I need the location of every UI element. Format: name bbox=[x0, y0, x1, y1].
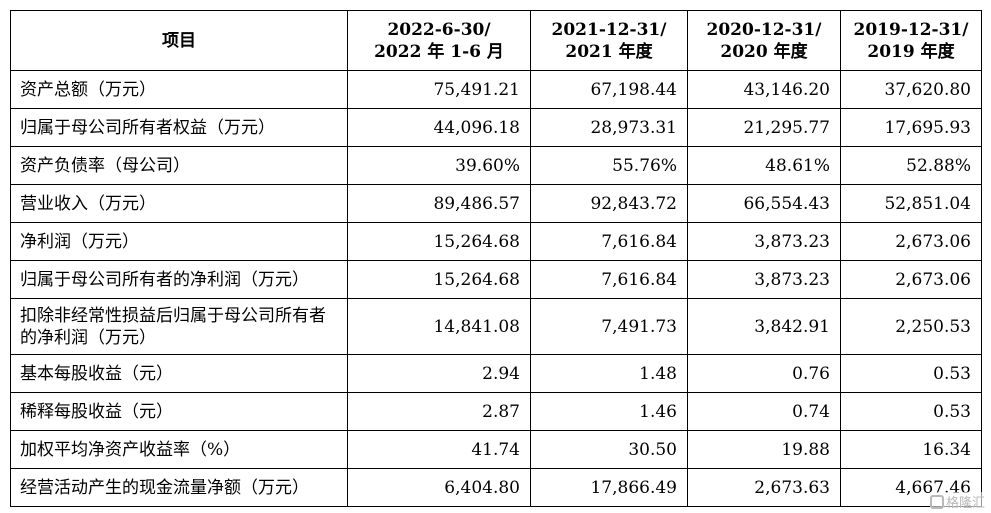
cell-value: 0.76 bbox=[687, 354, 841, 393]
header-period-2021: 2021-12-31/ 2021 年度 bbox=[530, 10, 688, 71]
header-period-date: 2019-12-31/ bbox=[853, 19, 969, 40]
cell-value: 2,673.06 bbox=[840, 260, 982, 299]
cell-value: 41.74 bbox=[347, 430, 531, 469]
cell-value: 37,620.80 bbox=[840, 70, 982, 109]
header-item: 项目 bbox=[10, 10, 348, 71]
watermark: 格隆汇 bbox=[929, 492, 985, 511]
cell-value: 7,616.84 bbox=[530, 260, 688, 299]
cell-value: 15,264.68 bbox=[347, 260, 531, 299]
cell-value: 17,695.93 bbox=[840, 108, 982, 147]
table-row-net-profit: 净利润（万元） 15,264.68 7,616.84 3,873.23 2,67… bbox=[10, 222, 982, 261]
cell-value: 43,146.20 bbox=[687, 70, 841, 109]
cell-value: 2,673.63 bbox=[687, 468, 841, 507]
row-label: 基本每股收益（元） bbox=[10, 354, 348, 393]
cell-value: 44,096.18 bbox=[347, 108, 531, 147]
row-label: 归属于母公司所有者的净利润（万元） bbox=[10, 260, 348, 299]
table-row-parent-net-profit: 归属于母公司所有者的净利润（万元） 15,264.68 7,616.84 3,8… bbox=[10, 260, 982, 299]
header-period-date: 2022-6-30/ bbox=[387, 19, 491, 40]
cell-value: 75,491.21 bbox=[347, 70, 531, 109]
row-label: 加权平均净资产收益率（%） bbox=[10, 430, 348, 469]
financial-summary-table: 项目 2022-6-30/ 2022 年 1-6 月 2021-12-31/ 2… bbox=[10, 10, 982, 507]
table-row-revenue: 营业收入（万元） 89,486.57 92,843.72 66,554.43 5… bbox=[10, 184, 982, 223]
cell-value: 0.53 bbox=[840, 392, 982, 431]
row-label: 资产负债率（母公司） bbox=[10, 146, 348, 185]
table-row-diluted-eps: 稀释每股收益（元） 2.87 1.46 0.74 0.53 bbox=[10, 392, 982, 431]
cell-value: 3,873.23 bbox=[687, 222, 841, 261]
header-period-label: 2022 年 1-6 月 bbox=[374, 41, 504, 62]
cell-value: 16.34 bbox=[840, 430, 982, 469]
header-period-date: 2021-12-31/ bbox=[551, 19, 667, 40]
cell-value: 67,198.44 bbox=[530, 70, 688, 109]
cell-value: 2.94 bbox=[347, 354, 531, 393]
cell-value: 92,843.72 bbox=[530, 184, 688, 223]
header-period-label: 2019 年度 bbox=[867, 41, 955, 62]
table-header: 项目 2022-6-30/ 2022 年 1-6 月 2021-12-31/ 2… bbox=[10, 10, 982, 71]
header-period-label: 2020 年度 bbox=[720, 41, 808, 62]
table-row-basic-eps: 基本每股收益（元） 2.94 1.48 0.76 0.53 bbox=[10, 354, 982, 393]
cell-value: 28,973.31 bbox=[530, 108, 688, 147]
header-period-label: 2021 年度 bbox=[565, 41, 653, 62]
cell-value: 15,264.68 bbox=[347, 222, 531, 261]
table-row-operating-cash-flow: 经营活动产生的现金流量净额（万元） 6,404.80 17,866.49 2,6… bbox=[10, 468, 982, 507]
cell-value: 52,851.04 bbox=[840, 184, 982, 223]
table-row-parent-equity: 归属于母公司所有者权益（万元） 44,096.18 28,973.31 21,2… bbox=[10, 108, 982, 147]
cell-value: 1.48 bbox=[530, 354, 688, 393]
cell-value: 7,616.84 bbox=[530, 222, 688, 261]
row-label: 营业收入（万元） bbox=[10, 184, 348, 223]
table-row-debt-ratio: 资产负债率（母公司） 39.60% 55.76% 48.61% 52.88% bbox=[10, 146, 982, 185]
cell-value: 48.61% bbox=[687, 146, 841, 185]
header-row: 项目 2022-6-30/ 2022 年 1-6 月 2021-12-31/ 2… bbox=[10, 10, 982, 71]
cell-value: 2.87 bbox=[347, 392, 531, 431]
table-row-roe: 加权平均净资产收益率（%） 41.74 30.50 19.88 16.34 bbox=[10, 430, 982, 469]
cell-value: 52.88% bbox=[840, 146, 982, 185]
table-row-adjusted-net-profit: 扣除非经常性损益后归属于母公司所有者的净利润（万元） 14,841.08 7,4… bbox=[10, 298, 982, 355]
table-row-total-assets: 资产总额（万元） 75,491.21 67,198.44 43,146.20 3… bbox=[10, 70, 982, 109]
header-period-2022h1: 2022-6-30/ 2022 年 1-6 月 bbox=[347, 10, 531, 71]
cell-value: 89,486.57 bbox=[347, 184, 531, 223]
header-period-2019: 2019-12-31/ 2019 年度 bbox=[840, 10, 982, 71]
row-label: 扣除非经常性损益后归属于母公司所有者的净利润（万元） bbox=[10, 298, 348, 355]
row-label: 净利润（万元） bbox=[10, 222, 348, 261]
header-period-date: 2020-12-31/ bbox=[706, 19, 822, 40]
cell-value: 55.76% bbox=[530, 146, 688, 185]
gelonghui-logo-icon bbox=[929, 494, 944, 509]
row-label: 经营活动产生的现金流量净额（万元） bbox=[10, 468, 348, 507]
row-label: 归属于母公司所有者权益（万元） bbox=[10, 108, 348, 147]
cell-value: 2,673.06 bbox=[840, 222, 982, 261]
cell-value: 0.53 bbox=[840, 354, 982, 393]
cell-value: 66,554.43 bbox=[687, 184, 841, 223]
watermark-text: 格隆汇 bbox=[945, 496, 985, 511]
header-period-2020: 2020-12-31/ 2020 年度 bbox=[687, 10, 841, 71]
cell-value: 14,841.08 bbox=[347, 298, 531, 355]
cell-value: 3,842.91 bbox=[687, 298, 841, 355]
row-label: 资产总额（万元） bbox=[10, 70, 348, 109]
cell-value: 2,250.53 bbox=[840, 298, 982, 355]
cell-value: 6,404.80 bbox=[347, 468, 531, 507]
cell-value: 21,295.77 bbox=[687, 108, 841, 147]
cell-value: 19.88 bbox=[687, 430, 841, 469]
cell-value: 3,873.23 bbox=[687, 260, 841, 299]
cell-value: 30.50 bbox=[530, 430, 688, 469]
table-body: 资产总额（万元） 75,491.21 67,198.44 43,146.20 3… bbox=[10, 70, 982, 507]
cell-value: 7,491.73 bbox=[530, 298, 688, 355]
cell-value: 39.60% bbox=[347, 146, 531, 185]
row-label: 稀释每股收益（元） bbox=[10, 392, 348, 431]
cell-value: 0.74 bbox=[687, 392, 841, 431]
cell-value: 1.46 bbox=[530, 392, 688, 431]
cell-value: 17,866.49 bbox=[530, 468, 688, 507]
